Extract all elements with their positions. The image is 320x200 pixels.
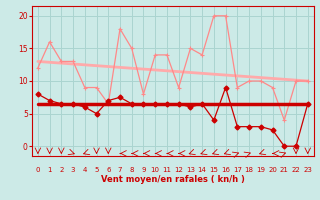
- X-axis label: Vent moyen/en rafales ( kn/h ): Vent moyen/en rafales ( kn/h ): [101, 174, 245, 184]
